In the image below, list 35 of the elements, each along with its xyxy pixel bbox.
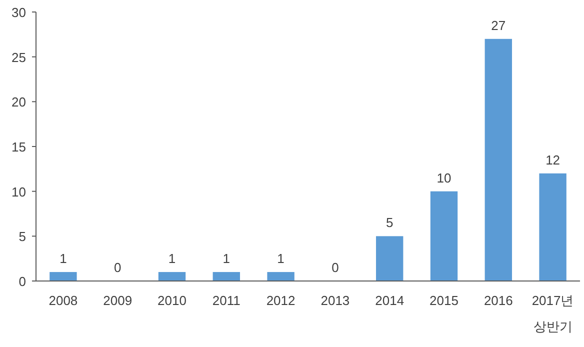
bar	[430, 191, 458, 281]
x-tick-label: 2017년 상반기	[532, 293, 574, 334]
data-label: 12	[546, 152, 560, 168]
x-tick-label: 2016	[484, 293, 513, 308]
x-tick-label: 2010	[158, 293, 186, 308]
x-tick-label: 2013	[320, 293, 350, 308]
data-label: 10	[436, 170, 452, 186]
y-tick-label: 25	[12, 50, 26, 65]
data-label: 27	[491, 18, 506, 33]
bar	[267, 272, 294, 281]
data-label: 1	[60, 251, 67, 266]
bar	[50, 272, 77, 281]
bar	[376, 236, 404, 281]
x-tick-label: 2009	[103, 293, 132, 308]
y-tick-label: 30	[12, 5, 26, 20]
x-tick-label: 2012	[266, 293, 296, 308]
y-tick-label: 5	[18, 229, 26, 244]
data-label: 1	[277, 251, 284, 266]
y-tick-label: 10	[12, 184, 26, 200]
bar	[539, 173, 566, 281]
y-tick-label: 15	[12, 140, 26, 154]
data-label: 0	[114, 260, 122, 275]
x-tick-label: 2014	[375, 293, 404, 308]
bar	[484, 38, 512, 281]
data-label: 0	[332, 260, 339, 275]
data-label: 5	[386, 215, 394, 230]
data-label: 1	[168, 251, 176, 266]
bar	[212, 272, 240, 281]
bar	[158, 272, 186, 281]
x-tick-label: 2011	[212, 293, 240, 308]
y-tick-label: 0	[18, 274, 26, 289]
x-tick-label: 2008	[48, 293, 78, 308]
y-tick-label: 20	[12, 94, 26, 110]
x-tick-label: 2015	[430, 293, 458, 308]
data-label: 1	[222, 251, 230, 266]
